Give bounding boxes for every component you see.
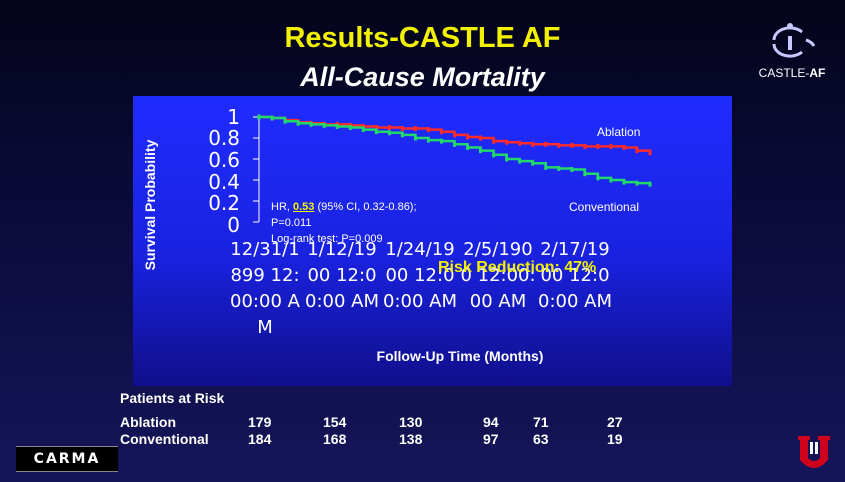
logrank-text: Log-rank test: P=0.009 (271, 233, 383, 245)
x-tick-label: 1/12/1900 12:00:00 AM (305, 239, 379, 312)
p-value: P=0.011 (271, 217, 312, 229)
hazard-ratio-text: HR, 0.53 (95% CI, 0.32-0.86); P=0.011 Lo… (271, 199, 471, 247)
university-utah-logo-icon (798, 436, 830, 468)
carma-logo: CARMA (16, 446, 118, 472)
par-cell: 130 (399, 414, 423, 430)
ablation-series-label: Ablation (597, 125, 641, 139)
castle-af-logo: CASTLE-AF (752, 18, 832, 80)
hr-value: 0.53 (293, 201, 315, 213)
slide-title: Results-CASTLE AF (284, 22, 561, 54)
par-cell: 184 (248, 431, 272, 447)
par-cell: 168 (323, 431, 347, 447)
x-tick-label: 2/17/1900 12:00:00 AM (538, 239, 612, 312)
risk-reduction-label: Risk Reduction: 47% (438, 259, 597, 276)
conventional-series-label: Conventional (569, 200, 640, 214)
par-cell: 63 (533, 431, 549, 447)
castle-af-logo-icon (772, 23, 816, 58)
par-cell: 94 (483, 414, 499, 430)
par-cell: 179 (248, 414, 272, 430)
hr-line: HR, 0.53 (95% CI, 0.32-0.86); (271, 201, 417, 213)
par-row-label: Conventional (120, 431, 209, 447)
par-cell: 154 (323, 414, 347, 430)
par-cell: 27 (607, 414, 623, 430)
par-cell: 71 (533, 414, 549, 430)
x-tick-label: 1/24/1900 12:00:00 AM (383, 239, 457, 312)
patients-at-risk-title: Patients at Risk (120, 390, 225, 406)
x-tick-label: 12/31/1899 12:00:00 AM (230, 239, 300, 338)
x-tick-label: 2/5/1900 12:00:00 AM (460, 239, 536, 312)
par-cell: 97 (483, 431, 499, 447)
y-tick-label: 0.4 (208, 170, 240, 194)
y-tick-label: 0 (227, 213, 240, 237)
y-tick-label: 0.2 (208, 191, 240, 215)
y-tick-label: 0.6 (208, 148, 240, 172)
x-axis-label: Follow-Up Time (Months) (376, 348, 544, 364)
par-cell: 138 (399, 431, 423, 447)
y-tick-label: 1 (227, 105, 240, 129)
slide-subtitle: All-Cause Mortality (300, 62, 545, 92)
castle-af-logo-text: CASTLE-AF (758, 66, 826, 80)
par-cell: 19 (607, 431, 623, 447)
par-row-label: Ablation (120, 414, 176, 430)
y-axis-label: Survival Probability (142, 139, 158, 271)
y-tick-label: 0.8 (208, 126, 240, 150)
